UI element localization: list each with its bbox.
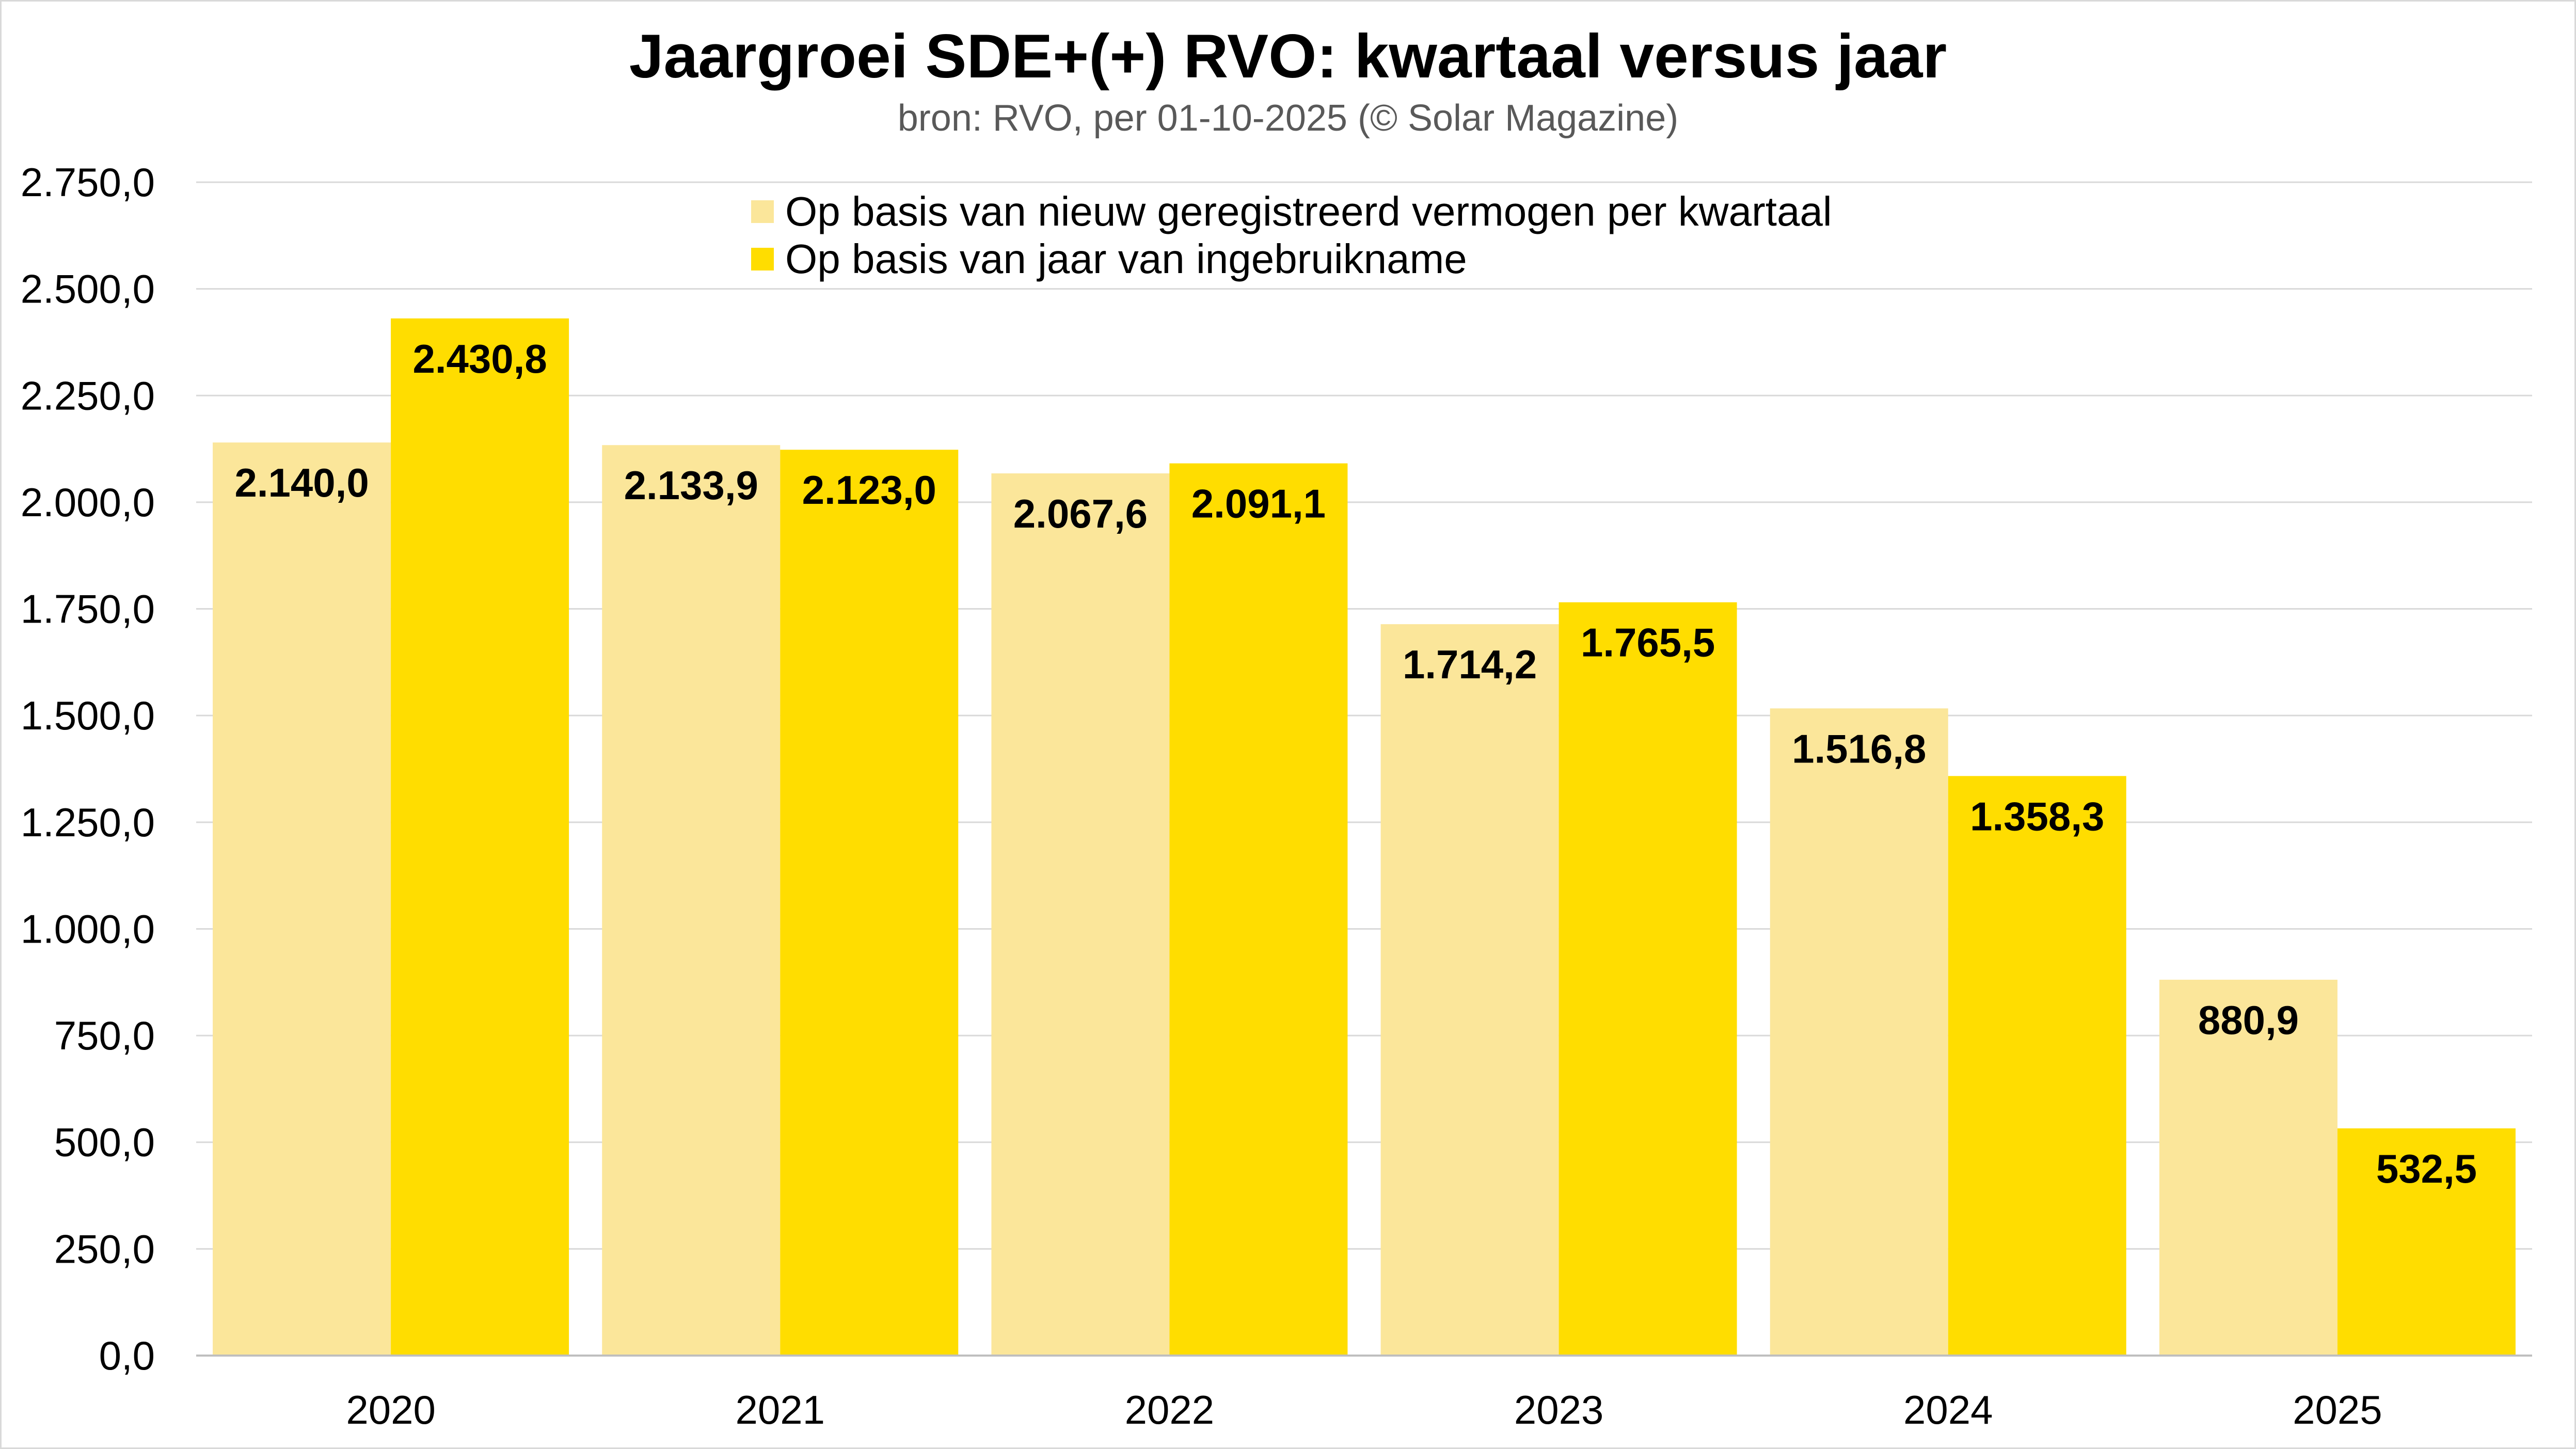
- bar: [2337, 1128, 2516, 1356]
- bar: [780, 450, 959, 1356]
- data-label: 2.091,1: [1191, 481, 1326, 527]
- bar: [991, 473, 1170, 1356]
- y-tick-label: 2.750,0: [21, 160, 155, 205]
- bar: [2159, 979, 2338, 1356]
- y-tick-label: 0,0: [99, 1333, 155, 1378]
- legend-swatch-kwartaal: [751, 200, 774, 223]
- data-label: 2.140,0: [234, 460, 369, 505]
- y-tick-label: 2.250,0: [21, 373, 155, 418]
- legend-label-jaar: Op basis van jaar van ingebruikname: [785, 236, 1467, 282]
- y-tick-label: 1.000,0: [21, 906, 155, 951]
- bar: [1770, 708, 1948, 1356]
- data-label: 532,5: [2376, 1146, 2477, 1191]
- data-label: 1.765,5: [1581, 620, 1715, 665]
- data-label: 1.714,2: [1403, 642, 1537, 687]
- bar: [602, 445, 781, 1356]
- x-tick-label: 2022: [1125, 1387, 1215, 1432]
- bar: [391, 318, 569, 1356]
- bar: [213, 442, 391, 1356]
- bar: [1559, 602, 1737, 1356]
- x-tick-label: 2023: [1514, 1387, 1604, 1432]
- legend-label-kwartaal: Op basis van nieuw geregistreerd vermoge…: [785, 188, 1832, 234]
- bar: [1948, 776, 2126, 1356]
- y-tick-label: 2.000,0: [21, 480, 155, 525]
- y-tick-label: 250,0: [54, 1226, 155, 1271]
- data-label: 2.133,9: [624, 463, 758, 508]
- data-label: 2.123,0: [802, 467, 936, 513]
- bar: [1169, 463, 1348, 1356]
- x-tick-label: 2021: [735, 1387, 825, 1432]
- y-tick-label: 500,0: [54, 1120, 155, 1165]
- data-label: 1.358,3: [1970, 793, 2104, 839]
- y-tick-label: 1.500,0: [21, 693, 155, 738]
- legend-swatch-jaar: [751, 248, 774, 270]
- y-tick-label: 750,0: [54, 1013, 155, 1058]
- legend: Op basis van nieuw geregistreerd vermoge…: [751, 188, 1832, 283]
- x-tick-label: 2024: [1903, 1387, 1993, 1432]
- data-label: 1.516,8: [1792, 726, 1926, 771]
- data-label: 2.430,8: [412, 336, 547, 381]
- legend-item-jaar: Op basis van jaar van ingebruikname: [751, 235, 1832, 283]
- y-tick-label: 2.500,0: [21, 266, 155, 312]
- data-label: 880,9: [2198, 997, 2299, 1043]
- bar: [1380, 624, 1559, 1356]
- chart-subtitle: bron: RVO, per 01-10-2025 (© Solar Magaz…: [897, 98, 1679, 139]
- y-tick-label: 1.750,0: [21, 586, 155, 632]
- chart-title: Jaargroei SDE+(+) RVO: kwartaal versus j…: [629, 22, 1947, 91]
- x-tick-label: 2020: [346, 1387, 436, 1432]
- y-tick-label: 1.250,0: [21, 800, 155, 845]
- data-label: 2.067,6: [1013, 491, 1148, 536]
- x-tick-label: 2025: [2293, 1387, 2382, 1432]
- legend-item-kwartaal: Op basis van nieuw geregistreerd vermoge…: [751, 188, 1832, 235]
